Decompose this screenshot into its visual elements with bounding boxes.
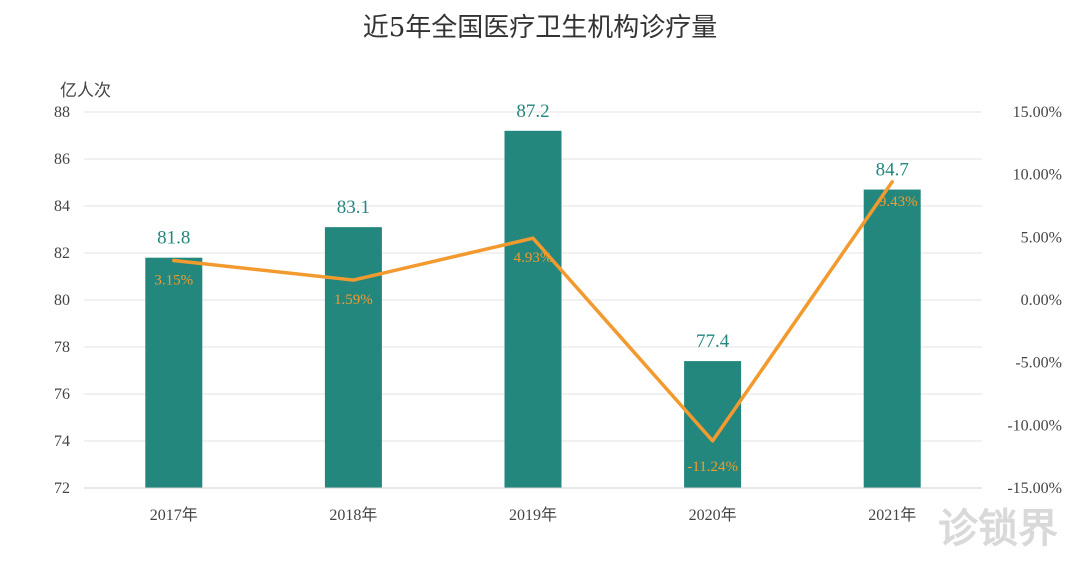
bar-value-label: 84.7 (876, 160, 909, 181)
bar (863, 189, 921, 489)
category-label: 2019年 (509, 506, 557, 524)
right-tick-label: 10.00% (1013, 167, 1062, 184)
y-axis-unit: 亿人次 (60, 81, 111, 101)
right-tick-label: 15.00% (1013, 104, 1062, 121)
bar-value-label: 83.1 (337, 197, 370, 218)
left-axis-ticks: 72 74 76 78 80 82 84 86 88 (54, 104, 70, 497)
growth-value-label: -11.24% (687, 459, 738, 475)
right-tick-label: -5.00% (1015, 355, 1062, 372)
right-axis-ticks: -15.00% -10.00% -5.00% 0.00% 5.00% 10.00% 15.0… (1007, 104, 1062, 497)
left-tick-label: 80 (54, 292, 70, 309)
left-tick-label: 76 (54, 386, 70, 403)
right-tick-label: 5.00% (1021, 229, 1062, 246)
left-tick-label: 86 (54, 151, 70, 168)
bar (324, 227, 382, 488)
category-label: 2018年 (329, 506, 377, 524)
growth-value-label: 1.59% (334, 292, 373, 308)
bar (684, 361, 742, 488)
growth-value-label: 3.15% (154, 273, 193, 289)
left-tick-label: 84 (54, 198, 70, 215)
bar (145, 257, 203, 488)
category-axis-ticks: 2017年 2018年 2019年 2020年 2021年 (84, 487, 982, 524)
bar-series: 81.8 83.1 87.2 77.4 84.7 (145, 101, 921, 489)
right-tick-label: 0.00% (1021, 292, 1062, 309)
category-label: 2021年 (868, 506, 916, 524)
left-tick-label: 82 (54, 245, 70, 262)
left-tick-label: 74 (54, 433, 70, 450)
left-tick-label: 78 (54, 339, 70, 356)
right-tick-label: -15.00% (1007, 480, 1062, 497)
bar-value-label: 81.8 (157, 228, 190, 249)
growth-line-series: 3.15% 1.59% 4.93% -11.24% 9.43% (154, 180, 918, 475)
bar-value-label: 87.2 (516, 101, 549, 122)
left-tick-label: 72 (54, 480, 70, 497)
watermark-logo: 诊锁界 (938, 506, 1058, 552)
growth-line (172, 180, 894, 443)
category-label: 2020年 (689, 506, 737, 524)
right-tick-label: -10.00% (1007, 417, 1062, 434)
growth-value-label: 4.93% (514, 250, 553, 266)
category-label: 2017年 (150, 506, 198, 524)
bar-value-label: 77.4 (696, 331, 730, 352)
growth-value-label: 9.43% (879, 194, 918, 210)
bar (504, 130, 562, 489)
chart-title: 近5年全国医疗卫生机构诊疗量 (363, 13, 718, 43)
left-tick-label: 88 (54, 104, 70, 121)
